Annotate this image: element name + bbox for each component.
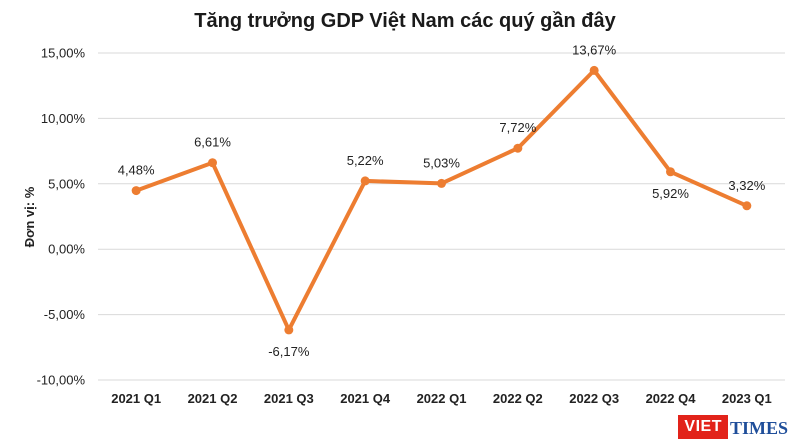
data-point xyxy=(513,143,523,153)
data-point xyxy=(360,176,370,186)
data-points xyxy=(131,65,752,335)
y-tick-label: -10,00% xyxy=(37,373,86,388)
x-tick-label: 2023 Q1 xyxy=(722,391,772,406)
data-label: 13,67% xyxy=(572,42,617,57)
data-point xyxy=(437,178,446,188)
x-tick-label: 2021 Q2 xyxy=(188,391,238,406)
x-tick-label: 2021 Q4 xyxy=(340,391,391,406)
data-label: -6,17% xyxy=(268,344,310,359)
y-tick-label: 0,00% xyxy=(48,242,85,257)
data-point xyxy=(589,65,599,75)
data-point xyxy=(666,167,675,177)
data-label: 6,61% xyxy=(194,135,231,150)
data-label: 5,22% xyxy=(347,153,384,168)
y-tick-label: 10,00% xyxy=(41,111,86,126)
data-labels: 4,48% 6,61% -6,17% 5,22% 5,03% 7,72% 13,67% 5,9… xyxy=(118,42,766,359)
x-tick-label: 2021 Q1 xyxy=(111,391,161,406)
data-point xyxy=(284,325,294,335)
y-tick-label: 15,00% xyxy=(41,46,86,61)
viettimes-logo: VIET TIMES xyxy=(678,415,790,439)
chart-title: Tăng trưởng GDP Việt Nam các quý gần đây xyxy=(194,10,616,32)
data-label: 5,92% xyxy=(652,186,689,201)
data-label: 7,72% xyxy=(499,120,536,135)
y-tick-label: -5,00% xyxy=(44,307,86,322)
data-point xyxy=(131,186,141,196)
x-tick-label: 2022 Q1 xyxy=(417,391,467,406)
x-tick-label: 2022 Q3 xyxy=(569,391,619,406)
x-tick-label: 2021 Q3 xyxy=(264,391,314,406)
gridlines xyxy=(98,52,785,381)
x-tick-label: 2022 Q4 xyxy=(646,391,697,406)
logo-times-text: TIMES xyxy=(729,418,788,438)
data-point xyxy=(742,201,752,211)
data-label: 4,48% xyxy=(118,163,155,178)
y-tick-label: 5,00% xyxy=(48,176,85,191)
y-axis-label: Đơn vị: % xyxy=(22,186,37,247)
data-point xyxy=(208,158,217,168)
x-tick-label: 2022 Q2 xyxy=(493,391,543,406)
data-label: 3,32% xyxy=(728,178,765,193)
y-axis-ticks: 15,00% 10,00% 5,00% 0,00% -5,00% -10,00% xyxy=(37,46,86,388)
x-axis-ticks: 2021 Q1 2021 Q2 2021 Q3 2021 Q4 2022 Q1 2022 … xyxy=(111,391,772,406)
data-label: 5,03% xyxy=(423,155,460,170)
logo-viet-text: VIET xyxy=(678,415,728,439)
